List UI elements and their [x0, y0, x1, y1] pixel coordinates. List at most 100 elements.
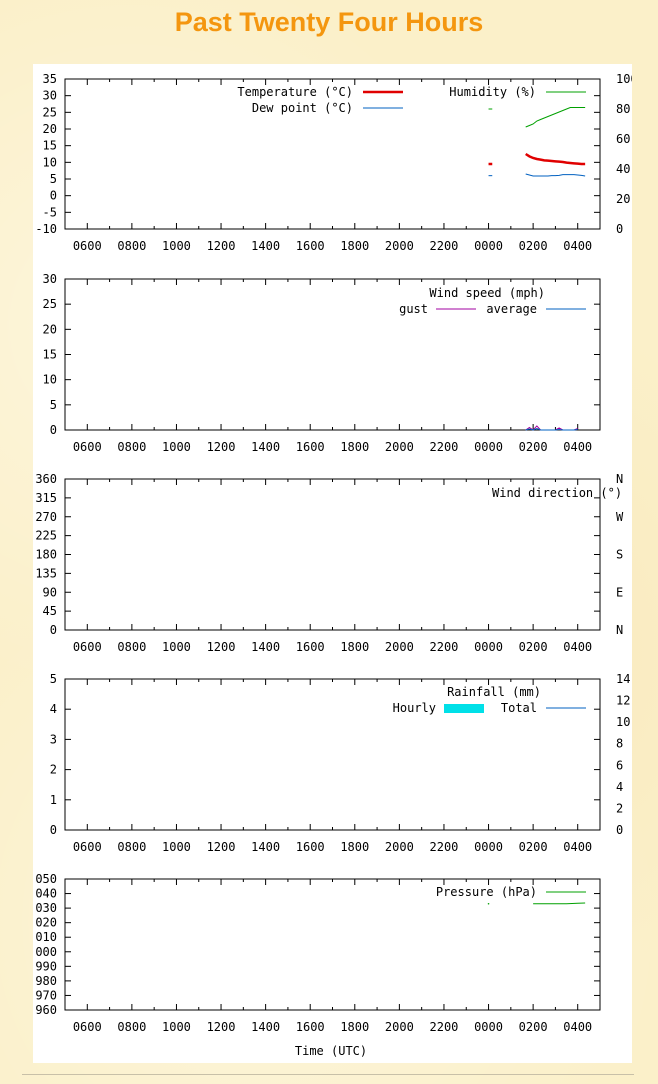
x-tick-label: 2200 — [430, 840, 459, 854]
legend-temperature: Temperature (°C) — [237, 85, 353, 99]
y2-tick-label: N — [616, 472, 623, 486]
y-tick-label: 0 — [50, 823, 57, 837]
y-tick-label: 2 — [50, 763, 57, 777]
y-tick-label: 980 — [35, 974, 57, 988]
series-line — [525, 427, 578, 431]
plot-panel: 0600 0800 1000 1200 1400 1600 1800 2000 2200 0000… — [33, 64, 632, 1063]
legend-title: Wind speed (mph) — [429, 286, 545, 300]
y-tick-label: 15 — [43, 139, 57, 153]
legend-average: average — [486, 302, 537, 316]
x-tick-label: 1400 — [251, 440, 280, 454]
x-axis-title: Time (UTC) — [295, 1044, 367, 1058]
y-tick-label: 5 — [50, 672, 57, 686]
y-tick-label: 90 — [43, 585, 57, 599]
legend-wind-direction: Wind direction (°) — [492, 486, 622, 500]
x-tick-label: 0000 — [474, 640, 503, 654]
y-tick-label: 360 — [35, 472, 57, 486]
x-tick-label: 2200 — [430, 640, 459, 654]
x-tick-label: 1200 — [207, 640, 236, 654]
y-tick-label: 25 — [43, 105, 57, 119]
pressure-chart: 0600 0800 1000 1200 1400 1600 1800 2000 2200 0000… — [35, 872, 601, 1034]
y-tick-label: 000 — [35, 945, 57, 959]
x-tick-label: 2000 — [385, 1020, 414, 1034]
x-tick-label: 0400 — [563, 1020, 592, 1034]
x-tick-label: 1400 — [251, 1020, 280, 1034]
y2-tick-label: E — [616, 585, 623, 599]
y2-tick-label: 60 — [616, 132, 630, 146]
x-tick-label: 0200 — [519, 239, 548, 253]
y-tick-label: 135 — [35, 566, 57, 580]
y-tick-label: 050 — [35, 872, 57, 886]
x-tick-label: 2000 — [385, 840, 414, 854]
x-tick-label: 0400 — [563, 640, 592, 654]
y-tick-label: 0 — [50, 623, 57, 637]
y2-tick-label: 6 — [616, 758, 623, 772]
y2-tick-label: W — [616, 510, 624, 524]
y-tick-label: -10 — [35, 222, 57, 236]
y2-tick-label: 12 — [616, 694, 630, 708]
y2-tick-label: 4 — [616, 780, 623, 794]
x-tick-label: 1000 — [162, 440, 191, 454]
rainfall-chart: 0600 0800 1000 1200 1400 1600 1800 2000 2200 0000… — [50, 672, 631, 854]
y-tick-label: 45 — [43, 604, 57, 618]
x-tick-label: 0200 — [519, 840, 548, 854]
x-tick-label: 0800 — [117, 440, 146, 454]
x-tick-label: 2000 — [385, 239, 414, 253]
x-tick-label: 0800 — [117, 239, 146, 253]
y2-tick-label: 100 — [616, 72, 632, 86]
y-tick-label: 20 — [43, 322, 57, 336]
y-tick-label: 20 — [43, 122, 57, 136]
x-tick-label: 0000 — [474, 840, 503, 854]
y-tick-label: -5 — [43, 205, 57, 219]
x-tick-label: 0200 — [519, 1020, 548, 1034]
series-line — [525, 107, 586, 128]
x-tick-label: 0600 — [73, 1020, 102, 1034]
y-tick-label: 3 — [50, 732, 57, 746]
x-tick-label: 0400 — [563, 840, 592, 854]
x-tick-label: 1600 — [296, 239, 325, 253]
x-tick-label: 1000 — [162, 239, 191, 253]
y-tick-label: 30 — [43, 272, 57, 286]
y-tick-label: 315 — [35, 491, 57, 505]
x-tick-label: 0800 — [117, 640, 146, 654]
y-tick-label: 1 — [50, 793, 57, 807]
x-tick-label: 0600 — [73, 440, 102, 454]
y-tick-label: 10 — [43, 155, 57, 169]
x-tick-label: 1600 — [296, 440, 325, 454]
y-tick-label: 180 — [35, 548, 57, 562]
x-tick-label: 1000 — [162, 840, 191, 854]
x-tick-label: 1800 — [340, 840, 369, 854]
x-tick-label: 1200 — [207, 440, 236, 454]
x-tick-label: 2000 — [385, 640, 414, 654]
x-tick-label: 0000 — [474, 239, 503, 253]
x-tick-label: 1000 — [162, 640, 191, 654]
y-tick-label: 15 — [43, 348, 57, 362]
y2-tick-label: 0 — [616, 222, 623, 236]
y-tick-label: 010 — [35, 930, 57, 944]
x-tick-label: 1800 — [340, 440, 369, 454]
y-tick-label: 4 — [50, 702, 57, 716]
bottom-divider — [22, 1074, 634, 1075]
x-tick-label: 0000 — [474, 1020, 503, 1034]
wind-direction-chart: 0600 0800 1000 1200 1400 1600 1800 2000 2200 0000… — [35, 472, 624, 654]
y-tick-label: 990 — [35, 959, 57, 973]
x-tick-label: 1800 — [340, 239, 369, 253]
legend-total: Total — [501, 701, 537, 715]
y-tick-label: 30 — [43, 89, 57, 103]
x-tick-label: 0600 — [73, 239, 102, 253]
x-tick-label: 0600 — [73, 840, 102, 854]
wind-speed-chart: 0600 0800 1000 1200 1400 1600 1800 2000 2200 0000… — [43, 272, 601, 454]
y2-tick-label: 80 — [616, 102, 630, 116]
y2-tick-label: 2 — [616, 801, 623, 815]
y-tick-label: 970 — [35, 988, 57, 1002]
y-tick-label: 5 — [50, 398, 57, 412]
x-tick-label: 1000 — [162, 1020, 191, 1034]
plot-frame — [64, 478, 601, 631]
page-title: Past Twenty Four Hours — [174, 7, 484, 37]
x-tick-label: 1800 — [340, 1020, 369, 1034]
legend-dew-point: Dew point (°C) — [252, 101, 353, 115]
x-tick-label: 1200 — [207, 840, 236, 854]
x-tick-label: 1600 — [296, 1020, 325, 1034]
y-tick-label: 270 — [35, 510, 57, 524]
y-tick-label: 030 — [35, 901, 57, 915]
